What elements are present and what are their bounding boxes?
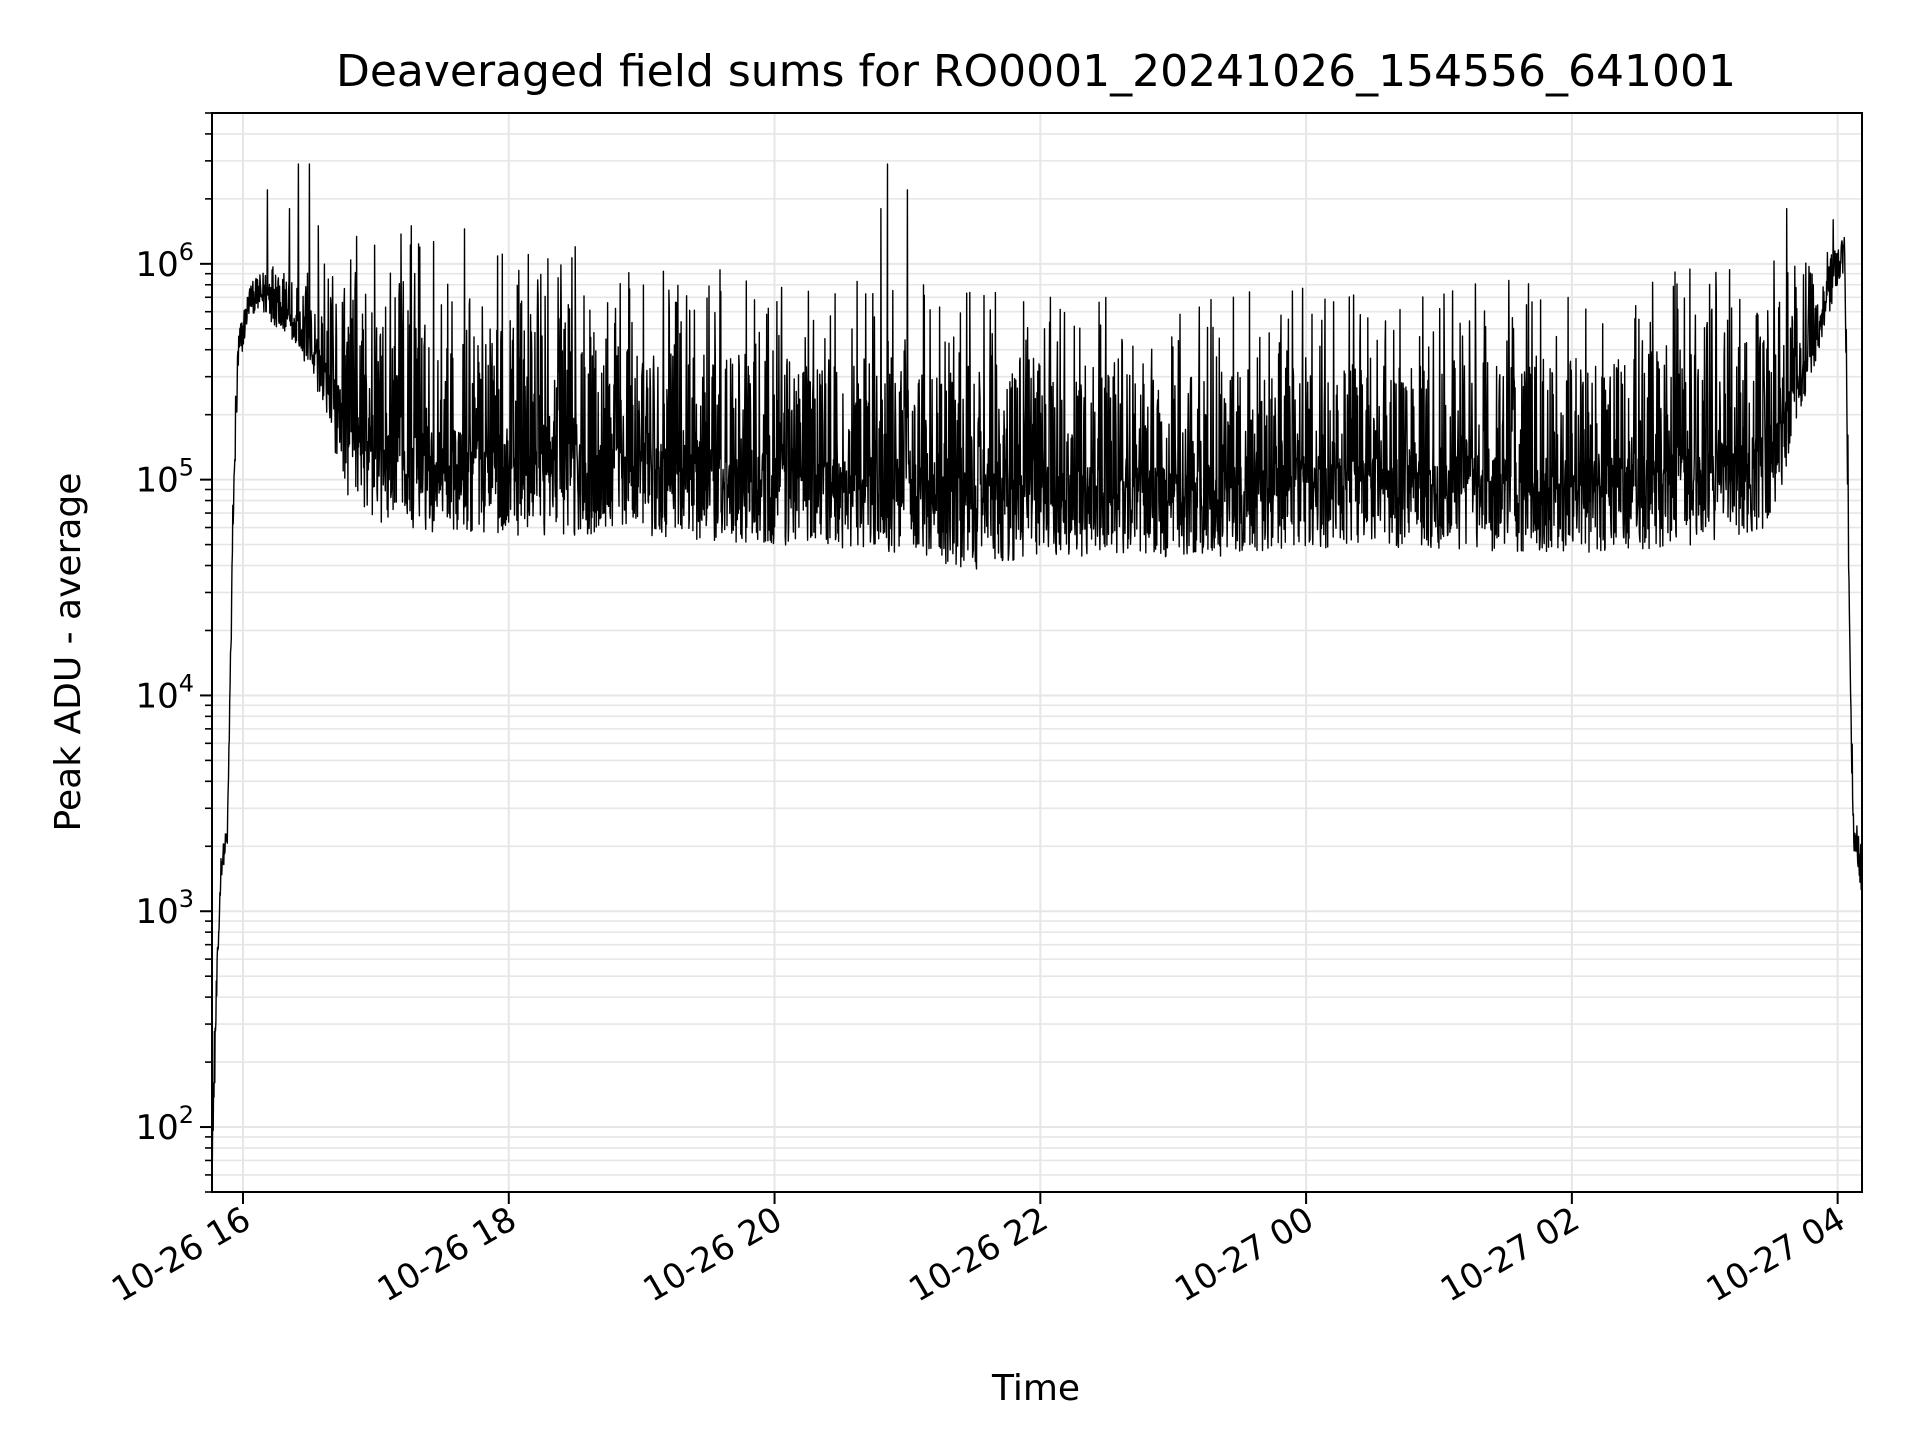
y-tick-exponent: 5 — [179, 454, 194, 482]
series-line — [211, 163, 1863, 1192]
y-tick-exponent: 6 — [179, 238, 194, 266]
grid — [212, 112, 1862, 1193]
y-tick-label: 104 — [135, 669, 194, 716]
y-tick-base: 10 — [135, 892, 178, 932]
y-tick-label: 105 — [135, 454, 194, 501]
y-tick-base: 10 — [135, 245, 178, 285]
series-layer — [211, 163, 1863, 1192]
y-tick-base: 10 — [135, 461, 178, 501]
y-tick-exponent: 2 — [179, 1101, 194, 1129]
plot-frame — [211, 112, 1863, 1193]
y-tick-exponent: 4 — [179, 669, 194, 697]
chart-title: Deaveraged field sums for RO0001_2024102… — [336, 46, 1736, 97]
y-axis-title: Peak ADU - average — [48, 473, 89, 832]
y-tick-exponent: 3 — [179, 885, 194, 913]
y-tick-label: 103 — [135, 885, 194, 932]
y-tick-label: 102 — [135, 1101, 194, 1148]
x-axis-title: Time — [991, 1368, 1080, 1409]
y-tick-base: 10 — [135, 1108, 178, 1148]
y-tick-label: 106 — [135, 238, 194, 285]
y-tick-base: 10 — [135, 676, 178, 716]
